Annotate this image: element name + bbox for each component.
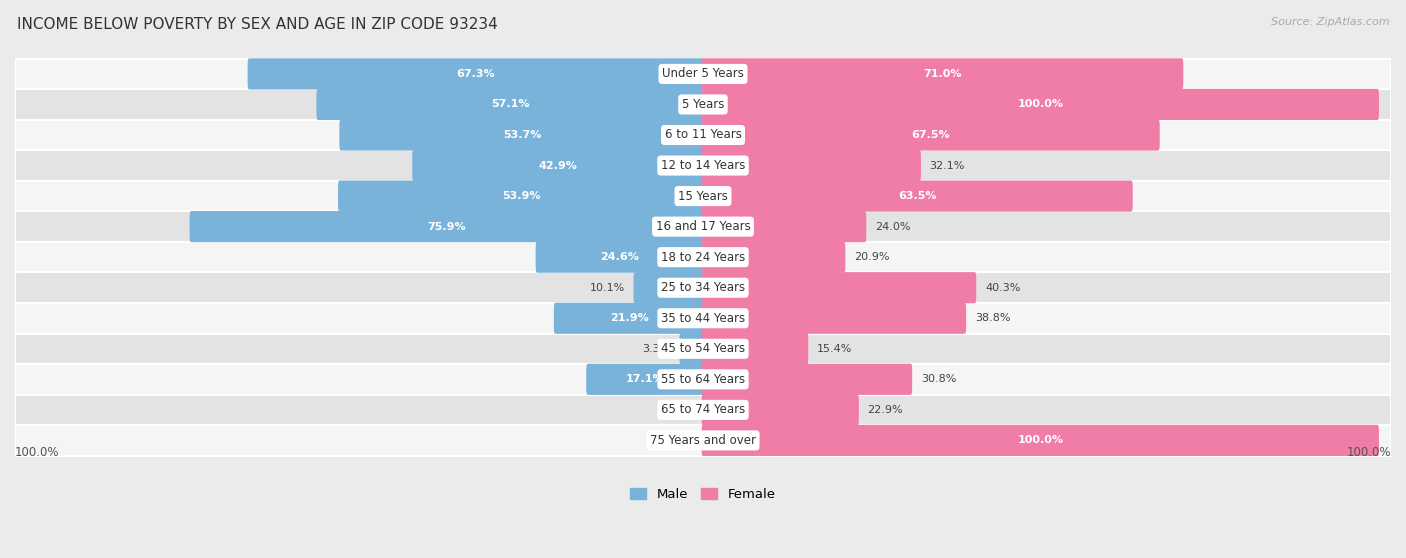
Text: 30.8%: 30.8% <box>921 374 956 384</box>
FancyBboxPatch shape <box>702 333 808 364</box>
Text: 35 to 44 Years: 35 to 44 Years <box>661 312 745 325</box>
Text: 22.9%: 22.9% <box>868 405 903 415</box>
Text: 5 Years: 5 Years <box>682 98 724 111</box>
Text: 71.0%: 71.0% <box>924 69 962 79</box>
FancyBboxPatch shape <box>15 395 1391 425</box>
FancyBboxPatch shape <box>536 242 704 273</box>
Text: 25 to 34 Years: 25 to 34 Years <box>661 281 745 294</box>
FancyBboxPatch shape <box>412 150 704 181</box>
FancyBboxPatch shape <box>337 180 704 211</box>
Text: 16 and 17 Years: 16 and 17 Years <box>655 220 751 233</box>
Text: 40.3%: 40.3% <box>986 283 1021 293</box>
Text: 10.1%: 10.1% <box>589 283 624 293</box>
Text: 53.9%: 53.9% <box>502 191 540 201</box>
FancyBboxPatch shape <box>316 89 704 120</box>
FancyBboxPatch shape <box>702 150 921 181</box>
FancyBboxPatch shape <box>15 181 1391 211</box>
FancyBboxPatch shape <box>15 272 1391 303</box>
Text: 0.0%: 0.0% <box>665 435 693 445</box>
Text: 100.0%: 100.0% <box>1018 99 1063 109</box>
Text: 67.3%: 67.3% <box>457 69 495 79</box>
Text: 15.4%: 15.4% <box>817 344 852 354</box>
Text: 6 to 11 Years: 6 to 11 Years <box>665 128 741 142</box>
FancyBboxPatch shape <box>702 119 1160 151</box>
Text: 21.9%: 21.9% <box>610 313 648 323</box>
Text: 17.1%: 17.1% <box>626 374 665 384</box>
FancyBboxPatch shape <box>15 89 1391 120</box>
FancyBboxPatch shape <box>702 364 912 395</box>
FancyBboxPatch shape <box>15 59 1391 89</box>
FancyBboxPatch shape <box>702 302 966 334</box>
FancyBboxPatch shape <box>339 119 704 151</box>
Text: 12 to 14 Years: 12 to 14 Years <box>661 159 745 172</box>
FancyBboxPatch shape <box>15 150 1391 181</box>
FancyBboxPatch shape <box>702 89 1379 120</box>
Text: 100.0%: 100.0% <box>15 446 59 459</box>
FancyBboxPatch shape <box>679 333 704 364</box>
FancyBboxPatch shape <box>702 180 1133 211</box>
Text: 75 Years and over: 75 Years and over <box>650 434 756 447</box>
FancyBboxPatch shape <box>15 242 1391 272</box>
Text: 18 to 24 Years: 18 to 24 Years <box>661 251 745 264</box>
FancyBboxPatch shape <box>702 211 866 242</box>
Text: 32.1%: 32.1% <box>929 161 965 171</box>
Text: 42.9%: 42.9% <box>538 161 578 171</box>
FancyBboxPatch shape <box>702 242 845 273</box>
Text: INCOME BELOW POVERTY BY SEX AND AGE IN ZIP CODE 93234: INCOME BELOW POVERTY BY SEX AND AGE IN Z… <box>17 17 498 32</box>
FancyBboxPatch shape <box>702 59 1184 89</box>
Text: 57.1%: 57.1% <box>491 99 530 109</box>
Text: 67.5%: 67.5% <box>911 130 950 140</box>
FancyBboxPatch shape <box>702 425 1379 456</box>
Text: 3.3%: 3.3% <box>643 344 671 354</box>
Text: Source: ZipAtlas.com: Source: ZipAtlas.com <box>1271 17 1389 27</box>
Text: 20.9%: 20.9% <box>853 252 890 262</box>
FancyBboxPatch shape <box>554 302 704 334</box>
Text: 63.5%: 63.5% <box>898 191 936 201</box>
Text: 24.6%: 24.6% <box>600 252 640 262</box>
Text: 45 to 54 Years: 45 to 54 Years <box>661 342 745 355</box>
FancyBboxPatch shape <box>586 364 704 395</box>
FancyBboxPatch shape <box>15 211 1391 242</box>
FancyBboxPatch shape <box>702 395 859 425</box>
Text: 55 to 64 Years: 55 to 64 Years <box>661 373 745 386</box>
Text: 0.0%: 0.0% <box>665 405 693 415</box>
Text: Under 5 Years: Under 5 Years <box>662 68 744 80</box>
Text: 100.0%: 100.0% <box>1347 446 1391 459</box>
FancyBboxPatch shape <box>15 364 1391 395</box>
FancyBboxPatch shape <box>15 334 1391 364</box>
Text: 75.9%: 75.9% <box>427 222 467 232</box>
Text: 100.0%: 100.0% <box>1018 435 1063 445</box>
FancyBboxPatch shape <box>702 272 976 304</box>
Legend: Male, Female: Male, Female <box>626 483 780 507</box>
FancyBboxPatch shape <box>634 272 704 304</box>
Text: 65 to 74 Years: 65 to 74 Years <box>661 403 745 416</box>
FancyBboxPatch shape <box>15 425 1391 456</box>
Text: 24.0%: 24.0% <box>875 222 911 232</box>
Text: 15 Years: 15 Years <box>678 190 728 203</box>
FancyBboxPatch shape <box>247 59 704 89</box>
Text: 38.8%: 38.8% <box>974 313 1011 323</box>
FancyBboxPatch shape <box>15 120 1391 150</box>
FancyBboxPatch shape <box>190 211 704 242</box>
Text: 53.7%: 53.7% <box>503 130 541 140</box>
FancyBboxPatch shape <box>15 303 1391 334</box>
